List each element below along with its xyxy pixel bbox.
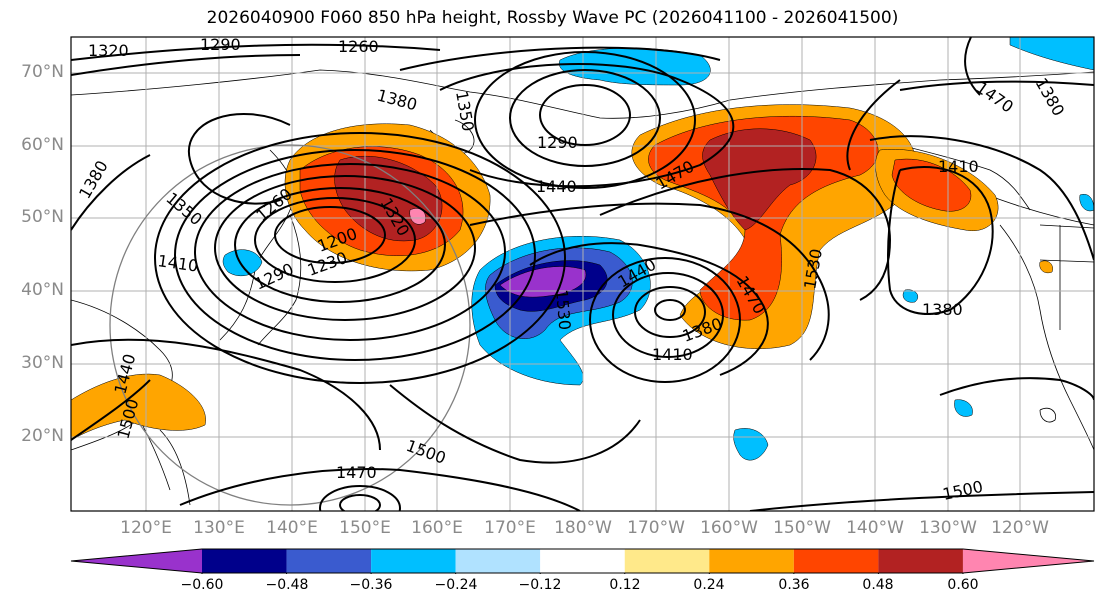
contour-label: 1320 bbox=[88, 41, 129, 60]
lon-label: 160°E bbox=[411, 518, 463, 538]
colorbar-segment bbox=[878, 549, 963, 573]
colorbar-segment bbox=[624, 549, 710, 573]
colorbar-segment bbox=[286, 549, 372, 573]
lon-label: 140°W bbox=[846, 518, 904, 538]
lat-label-50n: 50°N bbox=[21, 207, 64, 227]
lat-label-40n: 40°N bbox=[21, 280, 64, 300]
colorbar-segment bbox=[540, 549, 625, 573]
height-contours bbox=[71, 37, 1094, 511]
colorbar-segment bbox=[709, 549, 794, 573]
lon-label: 150°W bbox=[773, 518, 831, 538]
colorbar bbox=[70, 548, 1095, 574]
contour-label: 1410 bbox=[938, 157, 979, 176]
colorbar-tick-label: −0.36 bbox=[349, 577, 393, 593]
contour-label: 1260 bbox=[338, 37, 379, 56]
lat-label-30n: 30°N bbox=[21, 353, 64, 373]
great-circle bbox=[109, 144, 471, 506]
map-frame bbox=[70, 36, 1095, 512]
lon-label: 140°E bbox=[266, 518, 318, 538]
lat-label-70n: 70°N bbox=[21, 62, 64, 82]
lon-label: 120°E bbox=[120, 518, 172, 538]
colorbar-segment bbox=[202, 549, 287, 573]
lon-label: 150°E bbox=[339, 518, 391, 538]
map-area bbox=[71, 37, 1094, 511]
contour-label: 1380 bbox=[922, 300, 963, 319]
lon-label: 130°W bbox=[919, 518, 977, 538]
contour-label: 1530 bbox=[552, 289, 574, 331]
lon-label: 180°W bbox=[554, 518, 612, 538]
colorbar-segments bbox=[70, 548, 1095, 574]
colorbar-segment bbox=[793, 549, 879, 573]
colorbar-tick-label: 0.36 bbox=[778, 577, 810, 593]
lon-label: 120°W bbox=[991, 518, 1049, 538]
contour-label: 1290 bbox=[200, 35, 241, 54]
colorbar-tick-label: 0.24 bbox=[693, 577, 725, 593]
lon-label: 170°E bbox=[484, 518, 536, 538]
colorbar-segment bbox=[71, 549, 202, 573]
colorbar-tick-label: −0.24 bbox=[434, 577, 478, 593]
contour-label: 1470 bbox=[336, 463, 377, 482]
colorbar-tick-label: 0.12 bbox=[609, 577, 641, 593]
lon-label: 160°W bbox=[700, 518, 758, 538]
lat-label-60n: 60°N bbox=[21, 135, 64, 155]
lon-label: 170°W bbox=[627, 518, 685, 538]
colorbar-tick-label: 0.48 bbox=[862, 577, 894, 593]
colorbar-ticks bbox=[201, 573, 964, 574]
lon-label: 130°E bbox=[193, 518, 245, 538]
colorbar-tick-label: −0.60 bbox=[180, 577, 224, 593]
contour-label: 1410 bbox=[652, 345, 693, 364]
map-title: 2026040900 F060 850 hPa height, Rossby W… bbox=[206, 8, 899, 28]
colorbar-segment bbox=[455, 549, 541, 573]
contour-label: 1290 bbox=[537, 133, 578, 152]
lat-label-20n: 20°N bbox=[21, 426, 64, 446]
negative-anomaly bbox=[222, 37, 1094, 461]
colorbar-tick-label: 0.60 bbox=[947, 577, 979, 593]
contour-label: 1440 bbox=[536, 177, 577, 196]
colorbar-tick-label: −0.12 bbox=[518, 577, 562, 593]
colorbar-tick-label: −0.48 bbox=[265, 577, 309, 593]
colorbar-segment bbox=[962, 549, 1094, 573]
colorbar-segment bbox=[371, 549, 456, 573]
